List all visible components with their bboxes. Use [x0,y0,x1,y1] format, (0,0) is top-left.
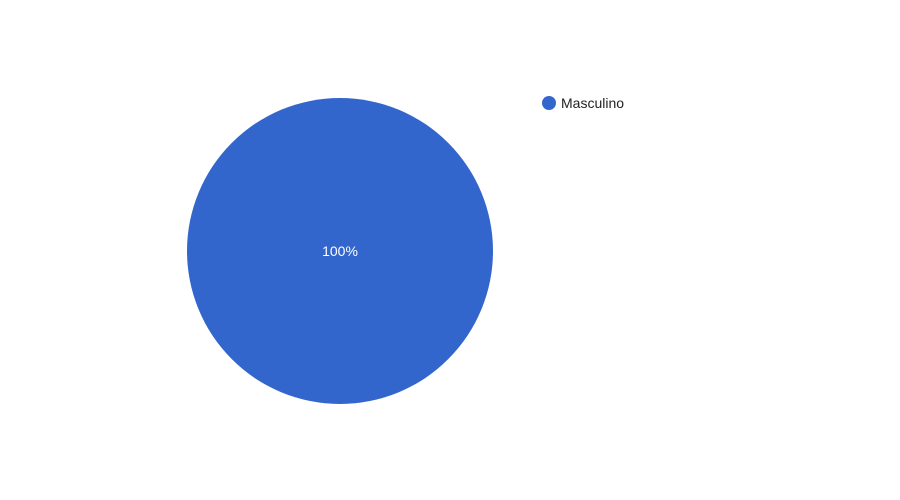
legend-label: Masculino [561,95,624,111]
pie-slices [187,98,493,404]
pie-slice-percent-label: 100% [322,243,358,259]
pie-slice-labels: 100% [322,243,358,259]
pie-slice-masculino [187,98,493,404]
legend: Masculino [542,95,624,111]
legend-swatch [542,96,556,110]
